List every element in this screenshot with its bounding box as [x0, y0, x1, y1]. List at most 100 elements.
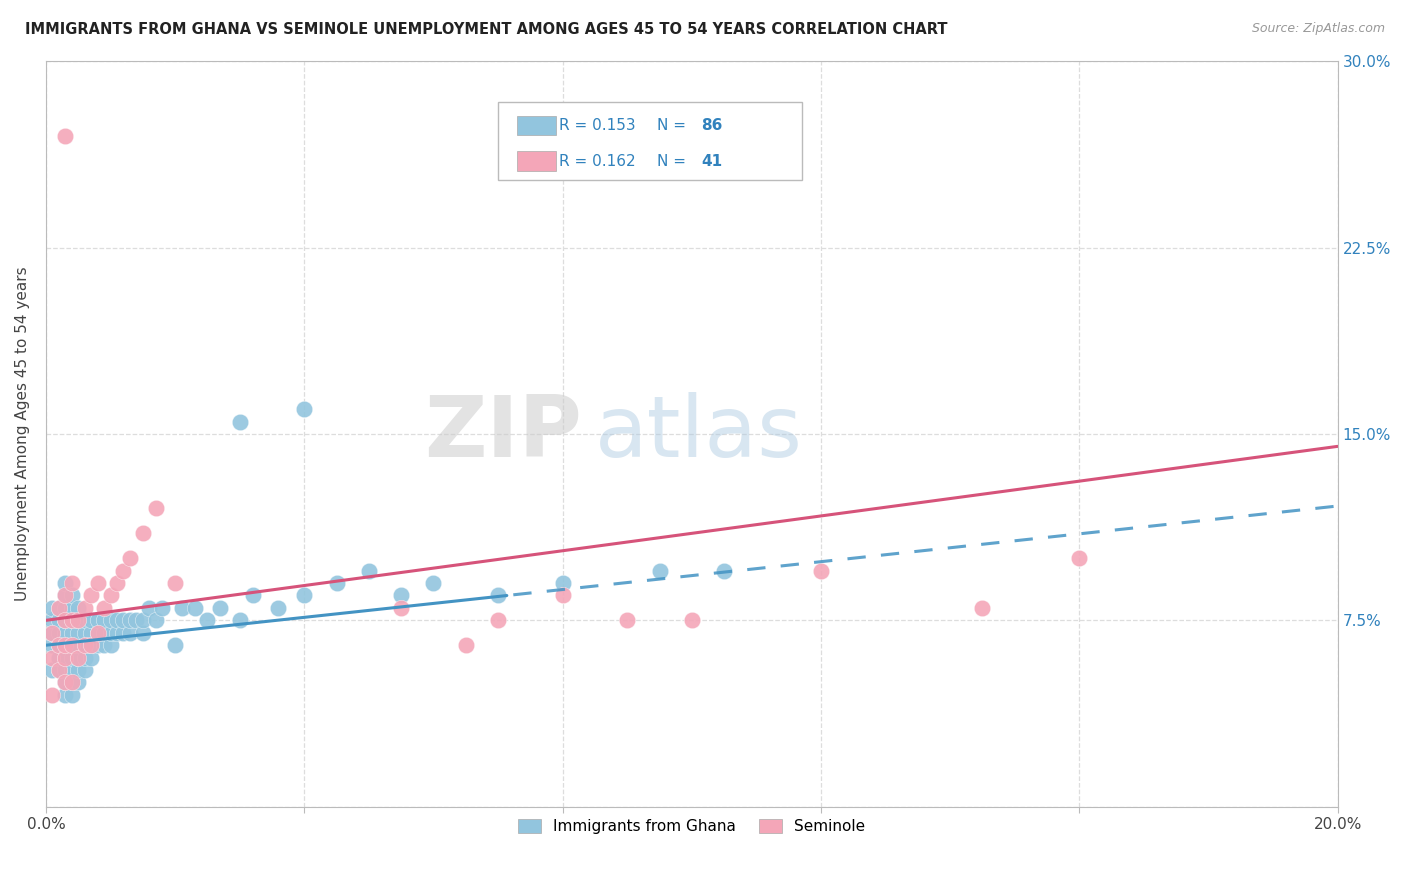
Point [67, 638, 90, 652]
Text: 86: 86 [700, 119, 723, 133]
Point [60, 675, 83, 690]
Point [93, 638, 115, 652]
Point [80, 589, 103, 603]
Point [60, 576, 83, 591]
Point [486, 589, 509, 603]
Point [41, 638, 63, 652]
Point [41, 625, 63, 640]
Point [228, 415, 250, 429]
Point [60, 650, 83, 665]
Point [53, 650, 76, 665]
Point [125, 613, 148, 627]
Point [53, 675, 76, 690]
Point [242, 589, 264, 603]
Point [67, 613, 90, 627]
Legend: Immigrants from Ghana, Seminole: Immigrants from Ghana, Seminole [512, 813, 872, 840]
Point [60, 638, 83, 652]
Point [41, 650, 63, 665]
Point [80, 625, 103, 640]
Point [53, 589, 76, 603]
Point [118, 625, 141, 640]
Point [389, 589, 412, 603]
Point [67, 650, 90, 665]
Point [183, 601, 205, 615]
Point [53, 688, 76, 702]
Point [551, 576, 574, 591]
Point [48, 601, 70, 615]
Point [681, 613, 703, 627]
Point [648, 564, 671, 578]
Text: R = 0.153: R = 0.153 [558, 119, 636, 133]
Point [197, 613, 219, 627]
Point [105, 613, 128, 627]
Point [93, 625, 115, 640]
Point [41, 663, 63, 677]
Point [60, 638, 83, 652]
Point [53, 675, 76, 690]
Point [292, 402, 315, 417]
Point [60, 589, 83, 603]
Text: ZIP: ZIP [425, 392, 582, 475]
Point [105, 576, 128, 591]
FancyBboxPatch shape [498, 103, 801, 180]
Point [150, 601, 173, 615]
Point [60, 675, 83, 690]
Point [80, 638, 103, 652]
Point [86, 625, 108, 640]
Point [86, 613, 108, 627]
Point [165, 576, 187, 591]
Point [80, 613, 103, 627]
Point [53, 638, 76, 652]
Point [67, 625, 90, 640]
Text: N =: N = [657, 153, 686, 169]
Point [357, 564, 380, 578]
Point [325, 576, 347, 591]
Text: N =: N = [657, 119, 686, 133]
Point [138, 601, 160, 615]
Point [422, 576, 444, 591]
Point [41, 688, 63, 702]
Point [454, 638, 477, 652]
Text: R = 0.162: R = 0.162 [558, 153, 636, 169]
Point [73, 663, 96, 677]
Point [53, 589, 76, 603]
Text: IMMIGRANTS FROM GHANA VS SEMINOLE UNEMPLOYMENT AMONG AGES 45 TO 54 YEARS CORRELA: IMMIGRANTS FROM GHANA VS SEMINOLE UNEMPL… [25, 22, 948, 37]
Point [48, 650, 70, 665]
Point [60, 613, 83, 627]
Point [228, 613, 250, 627]
Text: 41: 41 [700, 153, 721, 169]
Point [67, 675, 90, 690]
Point [100, 613, 122, 627]
Point [132, 526, 155, 541]
Point [53, 576, 76, 591]
Point [60, 663, 83, 677]
Point [41, 613, 63, 627]
Point [60, 625, 83, 640]
Point [53, 663, 76, 677]
Point [53, 650, 76, 665]
Point [170, 601, 193, 615]
Point [112, 613, 135, 627]
Point [48, 601, 70, 615]
Point [73, 613, 96, 627]
Point [112, 564, 135, 578]
Point [60, 601, 83, 615]
Point [145, 501, 167, 516]
Point [53, 601, 76, 615]
Point [67, 650, 90, 665]
Point [86, 638, 108, 652]
Point [60, 613, 83, 627]
Point [486, 613, 509, 627]
Point [209, 601, 232, 615]
Point [48, 663, 70, 677]
Point [118, 613, 141, 627]
Point [267, 601, 290, 615]
Point [616, 613, 638, 627]
Point [53, 613, 76, 627]
Point [73, 601, 96, 615]
Point [80, 650, 103, 665]
Point [48, 625, 70, 640]
Point [132, 613, 155, 627]
Point [145, 613, 167, 627]
Point [41, 601, 63, 615]
